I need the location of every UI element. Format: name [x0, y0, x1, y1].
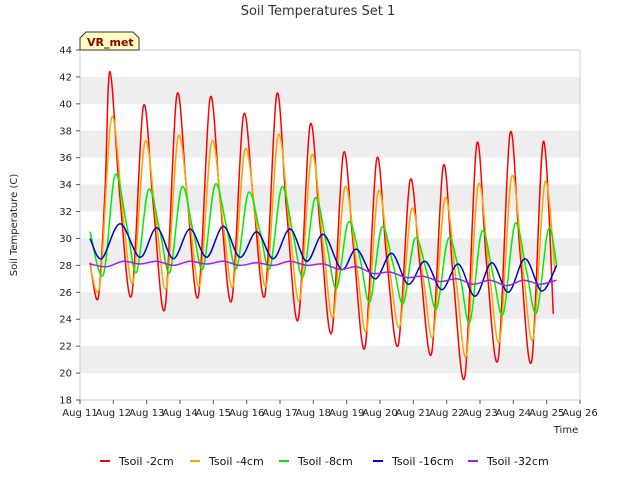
legend-label: Tsoil -16cm — [391, 455, 454, 468]
x-tick-label: Aug 17 — [262, 408, 297, 419]
x-tick-label: Aug 22 — [429, 408, 464, 419]
y-axis-ticks: 18 20 22 24 26 28 30 32 34 36 38 40 42 44 — [59, 46, 80, 407]
series-lines — [89, 70, 558, 381]
x-axis-label: Time — [553, 425, 578, 436]
series-line-tsoil-32cm — [89, 260, 557, 287]
legend-label: Tsoil -8cm — [297, 455, 353, 468]
x-tick-label: Aug 13 — [129, 408, 164, 419]
vr-met-badge: VR_met — [79, 31, 140, 51]
legend-label: Tsoil -32cm — [486, 455, 549, 468]
x-tick-label: Aug 20 — [362, 408, 397, 419]
y-tick-label: 22 — [59, 342, 72, 353]
grid-band — [80, 346, 580, 374]
x-tick-label: Aug 25 — [529, 408, 564, 419]
y-tick-label: 40 — [59, 99, 72, 110]
y-tick-label: 30 — [59, 234, 72, 245]
x-tick-label: Aug 21 — [396, 408, 431, 419]
y-tick-label: 42 — [59, 72, 72, 83]
series-line-tsoil-2cm — [89, 70, 555, 381]
y-tick-label: 34 — [59, 180, 72, 191]
x-tick-label: Aug 15 — [196, 408, 231, 419]
series-line-tsoil-4cm — [89, 115, 556, 358]
y-tick-label: 28 — [59, 261, 72, 272]
chart-title: Soil Temperatures Set 1 — [241, 4, 396, 19]
badge-label: VR_met — [87, 36, 134, 49]
y-tick-label: 24 — [59, 315, 72, 326]
y-axis-label: Soil Temperature (C) — [9, 174, 20, 277]
x-tick-label: Aug 18 — [296, 408, 331, 419]
y-tick-label: 20 — [59, 369, 72, 380]
x-tick-label: Aug 23 — [462, 408, 497, 419]
x-tick-label: Aug 16 — [229, 408, 264, 419]
y-tick-label: 26 — [59, 288, 72, 299]
legend-label: Tsoil -2cm — [118, 455, 174, 468]
y-tick-label: 38 — [59, 126, 72, 137]
y-tick-label: 32 — [59, 207, 72, 218]
x-tick-label: Aug 26 — [562, 408, 597, 419]
x-tick-label: Aug 19 — [329, 408, 364, 419]
legend-label: Tsoil -4cm — [208, 455, 264, 468]
legend: Tsoil -2cm Tsoil -4cm Tsoil -8cm Tsoil -16c… — [100, 455, 549, 468]
y-tick-label: 44 — [59, 46, 72, 57]
series-line-tsoil-8cm — [89, 173, 558, 324]
plot-area — [79, 49, 581, 401]
series-line-tsoil-16cm — [89, 222, 558, 298]
x-tick-label: Aug 14 — [162, 408, 197, 419]
grid-band — [80, 130, 580, 158]
y-tick-label: 18 — [59, 396, 72, 407]
x-tick-label: Aug 24 — [496, 408, 531, 419]
grid-band — [80, 76, 580, 104]
x-tick-label: Aug 12 — [96, 408, 131, 419]
grid-band — [80, 184, 580, 212]
x-tick-label: Aug 11 — [62, 408, 97, 419]
y-tick-label: 36 — [59, 153, 72, 164]
